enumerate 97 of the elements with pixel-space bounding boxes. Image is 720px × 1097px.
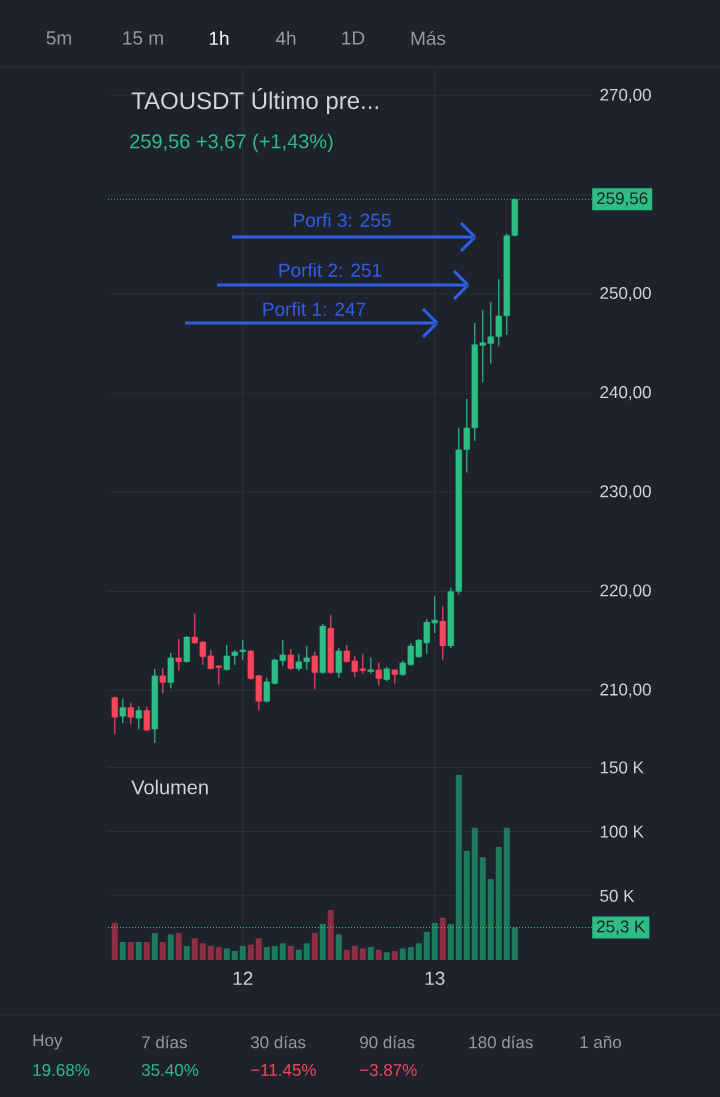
candlestick [375, 662, 382, 687]
x-tick-label: 13 [425, 971, 445, 985]
text: 1h [209, 31, 229, 45]
bar [479, 857, 486, 960]
text: 180 días [469, 1035, 533, 1049]
ref-line-label: 259,56 [597, 192, 648, 207]
bar [135, 942, 142, 960]
bar [263, 947, 270, 960]
candlestick [311, 651, 318, 691]
bar [391, 951, 398, 960]
candlestick [111, 695, 118, 735]
bar [375, 949, 382, 960]
text: 90 días [360, 1035, 415, 1049]
bar [223, 948, 230, 960]
bar [463, 850, 470, 960]
bar [319, 924, 326, 960]
text: 1 año [580, 1035, 622, 1049]
bar [311, 933, 318, 960]
bar [447, 924, 454, 960]
y-tick-label: 50 K [600, 889, 635, 902]
bar [271, 945, 278, 960]
x-tick-label: 12 [233, 971, 253, 985]
bar [399, 948, 406, 960]
text: 15 m [123, 31, 163, 45]
text: 19.68% [33, 1063, 90, 1077]
text: TAOUSDT Último pre... [131, 88, 378, 114]
bar [511, 927, 518, 960]
y-tick-label: 100 K [600, 825, 644, 838]
bar [239, 945, 246, 960]
bar [231, 951, 238, 960]
ref-line-label: 25,3 K [597, 920, 646, 935]
bar [327, 909, 334, 960]
y-tick-label: 240,00 [600, 386, 651, 401]
bar [415, 943, 422, 960]
bar [383, 952, 390, 960]
text: 4h [275, 31, 296, 45]
y-tick-label: 150 K [600, 761, 644, 774]
y-tick-label: 230,00 [600, 485, 651, 500]
bar [287, 945, 294, 960]
bar [183, 945, 190, 960]
bar [199, 943, 206, 960]
text: 35.40% [141, 1063, 199, 1077]
bar [295, 949, 302, 960]
candlestick [119, 697, 126, 724]
candlestick [287, 648, 294, 671]
annotation: Porfit 1: 247 [263, 302, 366, 316]
bar [247, 944, 254, 960]
candlestick [175, 638, 182, 672]
annotation: Porfi 3: 255 [294, 213, 391, 227]
bar [127, 942, 134, 960]
bar [303, 943, 310, 960]
bar [175, 933, 182, 960]
bar [359, 948, 366, 960]
candlestick [135, 705, 142, 730]
text: 259,56 +3,67 (+1,43%) [130, 133, 333, 153]
text: −3.87% [360, 1063, 417, 1077]
bar [279, 943, 286, 960]
bar [215, 947, 222, 960]
text: 5m [46, 31, 71, 45]
bar [423, 931, 430, 960]
bar [455, 775, 462, 960]
text: 30 días [250, 1035, 306, 1049]
bar [191, 938, 198, 960]
bar [495, 847, 502, 960]
bar [111, 922, 118, 960]
annotation: Volumen [131, 779, 208, 795]
y-tick-label: 220,00 [600, 584, 651, 599]
candlestick [159, 667, 166, 695]
bar [255, 938, 262, 960]
y-tick-label: 270,00 [600, 88, 651, 103]
bar [159, 942, 166, 960]
bar [471, 827, 478, 960]
text: 1D [342, 31, 365, 45]
bar [119, 942, 126, 960]
text: −11.45% [251, 1064, 316, 1076]
bar [431, 922, 438, 960]
bar [503, 827, 510, 960]
text: Más [411, 30, 446, 46]
bar [351, 945, 358, 960]
bar [207, 945, 214, 960]
bar [343, 949, 350, 960]
text: 7 días [142, 1035, 187, 1049]
annotation: Porfit 2: 251 [279, 263, 382, 277]
y-tick-label: 250,00 [600, 287, 651, 302]
bar [407, 947, 414, 960]
bar [167, 934, 174, 960]
bar [151, 933, 158, 960]
bar [143, 942, 150, 960]
bar [439, 917, 446, 960]
candlestick [143, 705, 150, 732]
bar [367, 947, 374, 960]
candlestick [335, 647, 342, 679]
bar [487, 879, 494, 960]
candlestick [127, 701, 134, 725]
text: Hoy [33, 1034, 63, 1050]
y-tick-label: 210,00 [600, 683, 651, 698]
bar [335, 934, 342, 960]
